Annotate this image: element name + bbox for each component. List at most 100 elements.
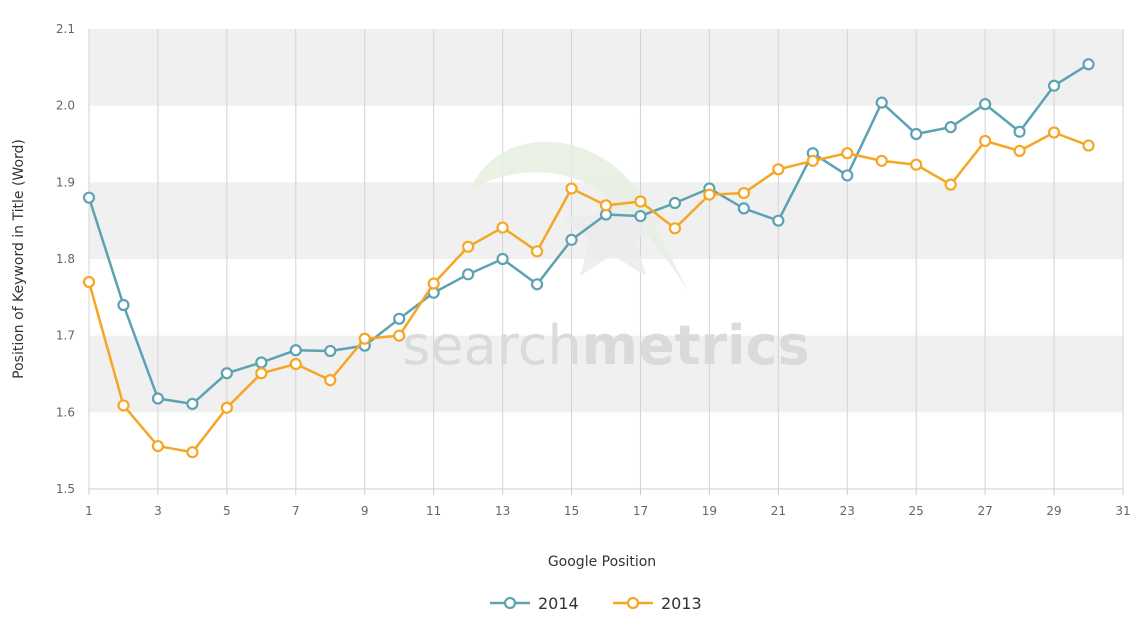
- x-tick-label: 21: [771, 504, 786, 518]
- series-2013: [82, 126, 1095, 459]
- data-point[interactable]: [358, 332, 371, 345]
- grid-band: [89, 29, 1123, 106]
- data-point[interactable]: [565, 233, 578, 246]
- data-point[interactable]: [634, 209, 647, 223]
- x-tick-label: 15: [564, 504, 579, 518]
- x-tick-label: 7: [292, 504, 300, 518]
- data-point[interactable]: [668, 196, 682, 210]
- data-point[interactable]: [1082, 139, 1095, 152]
- x-tick-label: 27: [977, 504, 992, 518]
- data-point[interactable]: [944, 121, 957, 134]
- x-tick-label: 1: [85, 504, 93, 518]
- data-point[interactable]: [496, 221, 509, 234]
- watermark-star-icon: [562, 180, 664, 276]
- y-tick-label: 1.7: [56, 329, 75, 343]
- data-point[interactable]: [496, 252, 509, 266]
- data-point[interactable]: [703, 188, 716, 201]
- legend: 2014 2013: [490, 594, 702, 613]
- watermark-text-light: search: [402, 314, 581, 377]
- data-point[interactable]: [289, 357, 302, 371]
- y-axis-ticks: 1.5 1.6 1.7 1.8 1.9 2.0 2.1: [56, 22, 75, 496]
- data-point[interactable]: [737, 202, 750, 215]
- data-point[interactable]: [841, 147, 854, 160]
- x-axis-title: Google Position: [548, 554, 656, 570]
- y-tick-label: 1.5: [56, 482, 75, 496]
- data-point[interactable]: [668, 222, 682, 235]
- data-point[interactable]: [82, 275, 96, 289]
- data-point[interactable]: [1013, 125, 1026, 138]
- data-point[interactable]: [944, 178, 957, 191]
- x-tick-label: 5: [223, 504, 231, 518]
- y-tick-label: 1.8: [56, 252, 75, 266]
- data-point[interactable]: [979, 98, 992, 111]
- x-tick-label: 19: [702, 504, 717, 518]
- data-point[interactable]: [1082, 58, 1095, 71]
- data-point[interactable]: [772, 214, 785, 227]
- legend-item[interactable]: 2013: [613, 594, 702, 613]
- data-point[interactable]: [462, 240, 475, 253]
- data-point[interactable]: [875, 96, 888, 109]
- data-point[interactable]: [979, 134, 992, 148]
- data-point[interactable]: [1047, 79, 1061, 92]
- data-point[interactable]: [151, 392, 165, 405]
- data-point[interactable]: [565, 182, 578, 195]
- series-line: [87, 131, 1089, 454]
- y-tick-label: 2.1: [56, 22, 75, 36]
- data-point[interactable]: [289, 344, 302, 357]
- data-point[interactable]: [186, 446, 199, 459]
- series-2014: [82, 58, 1095, 410]
- data-point[interactable]: [910, 158, 923, 171]
- x-tick-label: 17: [633, 504, 648, 518]
- series-layer: [82, 58, 1095, 459]
- y-tick-label: 2.0: [56, 99, 75, 113]
- data-point[interactable]: [427, 277, 440, 290]
- legend-label: 2013: [661, 594, 702, 613]
- data-point[interactable]: [186, 397, 199, 410]
- watermark-text-bold: metrics: [582, 314, 810, 377]
- x-tick-label: 31: [1115, 504, 1130, 518]
- data-point[interactable]: [117, 399, 130, 412]
- x-axis-ticks: 1 3 5 7 9 11 13 15 17 19 21 23 25 27 29 31: [85, 489, 1131, 518]
- y-tick-label: 1.6: [56, 405, 75, 419]
- data-point[interactable]: [220, 401, 233, 414]
- data-point[interactable]: [737, 186, 750, 200]
- svg-text:searchmetrics: searchmetrics: [402, 314, 809, 377]
- data-point[interactable]: [151, 439, 165, 453]
- legend-swatch-marker: [503, 596, 517, 610]
- data-point[interactable]: [875, 154, 888, 167]
- data-point[interactable]: [634, 195, 647, 208]
- x-tick-label: 25: [909, 504, 924, 518]
- x-tick-label: 3: [154, 504, 162, 518]
- x-tick-label: 13: [495, 504, 510, 518]
- data-point[interactable]: [220, 367, 233, 380]
- data-point[interactable]: [772, 163, 785, 176]
- data-point[interactable]: [599, 199, 613, 212]
- data-point[interactable]: [806, 154, 819, 167]
- x-tick-label: 11: [426, 504, 441, 518]
- data-point[interactable]: [255, 367, 268, 380]
- data-point[interactable]: [82, 191, 96, 204]
- x-tick-label: 23: [840, 504, 855, 518]
- data-point[interactable]: [324, 344, 337, 358]
- data-point[interactable]: [841, 169, 854, 182]
- legend-item[interactable]: 2014: [490, 594, 579, 613]
- data-point[interactable]: [117, 298, 130, 312]
- data-point[interactable]: [1013, 144, 1026, 157]
- y-tick-label: 1.9: [56, 175, 75, 189]
- data-point[interactable]: [530, 278, 544, 291]
- x-tick-label: 9: [361, 504, 369, 518]
- legend-label: 2014: [538, 594, 579, 613]
- legend-swatch-marker: [626, 596, 640, 610]
- data-point[interactable]: [1047, 126, 1061, 139]
- data-point[interactable]: [393, 312, 406, 325]
- data-point[interactable]: [324, 374, 337, 387]
- searchmetrics-watermark: searchmetrics: [402, 141, 810, 377]
- y-axis-title: Position of Keyword in Title (Word): [11, 139, 27, 379]
- data-point[interactable]: [255, 356, 268, 369]
- data-point[interactable]: [462, 268, 475, 281]
- data-point[interactable]: [530, 245, 544, 258]
- data-point[interactable]: [393, 329, 406, 342]
- data-point[interactable]: [910, 127, 923, 141]
- x-tick-label: 29: [1046, 504, 1061, 518]
